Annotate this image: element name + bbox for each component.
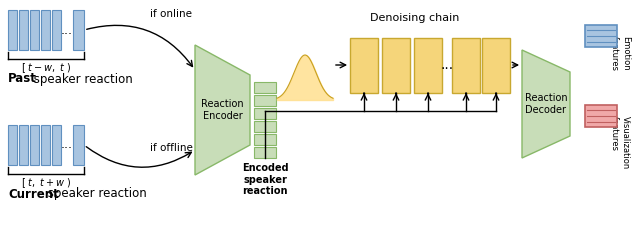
Text: Emotion
features: Emotion features	[611, 36, 630, 71]
Bar	[19, 10, 28, 50]
Bar	[350, 38, 378, 93]
Text: ...: ...	[61, 139, 73, 151]
Bar	[482, 38, 510, 93]
Text: $[\ t-w,\ t\ )$: $[\ t-w,\ t\ )$	[20, 61, 72, 75]
Text: $[\ t,\ t+w\ )$: $[\ t,\ t+w\ )$	[20, 176, 72, 190]
Bar	[30, 10, 39, 50]
Polygon shape	[195, 45, 250, 175]
Bar	[8, 10, 17, 50]
Text: Reaction
Encoder: Reaction Encoder	[201, 99, 244, 121]
Bar	[382, 38, 410, 93]
Text: ...: ...	[440, 58, 454, 72]
Text: Denoising chain: Denoising chain	[371, 13, 460, 23]
Bar	[52, 10, 61, 50]
Bar	[8, 125, 17, 165]
Text: Reaction
Decoder: Reaction Decoder	[525, 93, 567, 115]
Text: speaker reaction: speaker reaction	[44, 187, 147, 201]
Text: Visualization
features: Visualization features	[611, 116, 630, 169]
Bar	[585, 25, 617, 47]
Bar	[254, 147, 276, 158]
Bar	[30, 125, 39, 165]
Bar	[19, 125, 28, 165]
Polygon shape	[522, 50, 570, 158]
Bar	[254, 121, 276, 132]
Bar	[254, 82, 276, 93]
Text: if online: if online	[150, 9, 192, 19]
Text: Encoded
speaker
reaction: Encoded speaker reaction	[242, 163, 288, 196]
Text: Past: Past	[8, 73, 37, 85]
Bar	[52, 125, 61, 165]
Bar	[254, 108, 276, 119]
Bar	[452, 38, 480, 93]
Bar	[585, 105, 617, 127]
Bar	[254, 134, 276, 145]
Bar	[414, 38, 442, 93]
Text: Current: Current	[8, 187, 59, 201]
Bar	[254, 95, 276, 106]
Bar	[73, 10, 84, 50]
Bar	[41, 125, 50, 165]
Text: speaker reaction: speaker reaction	[30, 73, 132, 85]
Bar	[41, 10, 50, 50]
Text: if offline: if offline	[150, 143, 193, 153]
Bar	[73, 125, 84, 165]
Text: ...: ...	[61, 23, 73, 37]
